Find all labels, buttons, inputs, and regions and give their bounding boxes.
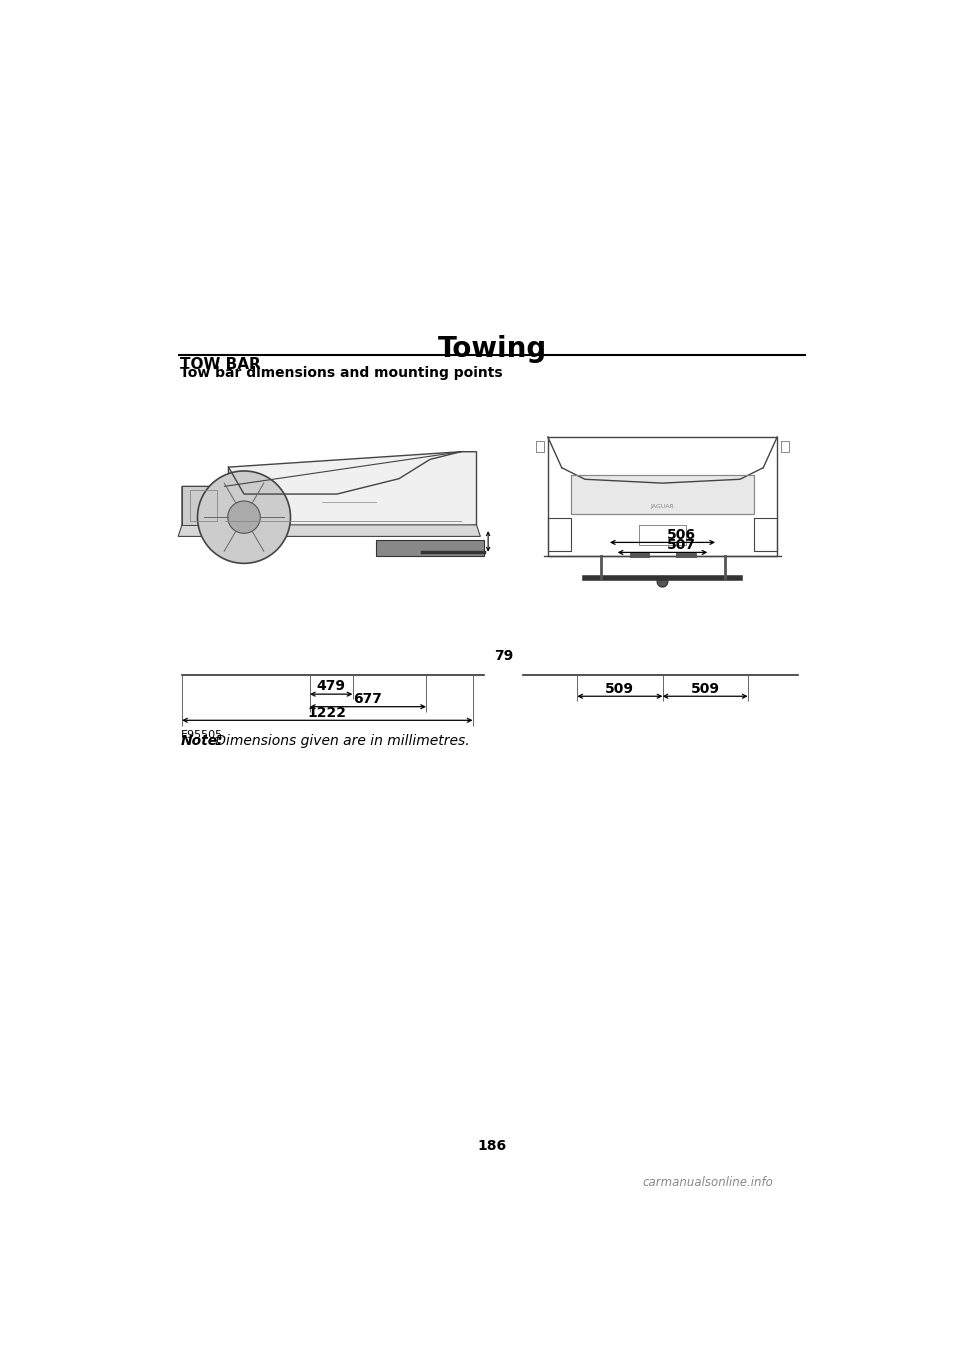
Text: E95505: E95505 xyxy=(180,731,223,740)
Text: 186: 186 xyxy=(477,1139,507,1153)
Text: Towing: Towing xyxy=(438,335,546,363)
Bar xyxy=(571,475,754,513)
Text: 509: 509 xyxy=(690,682,720,695)
Text: 509: 509 xyxy=(606,682,635,695)
Circle shape xyxy=(657,576,668,587)
Text: Note:: Note: xyxy=(180,735,223,748)
Text: Dimensions given are in millimetres.: Dimensions given are in millimetres. xyxy=(211,735,470,748)
Text: carmanualsonline.info: carmanualsonline.info xyxy=(642,1176,773,1190)
Text: 506: 506 xyxy=(666,528,695,542)
Text: 79: 79 xyxy=(494,649,514,663)
Text: Tow bar dimensions and mounting points: Tow bar dimensions and mounting points xyxy=(180,367,503,380)
Circle shape xyxy=(198,471,291,564)
Text: 1222: 1222 xyxy=(308,706,347,720)
Text: 677: 677 xyxy=(353,693,382,706)
Text: 479: 479 xyxy=(317,679,346,694)
Text: TOW BAR: TOW BAR xyxy=(180,357,261,372)
Text: 507: 507 xyxy=(666,538,695,551)
Polygon shape xyxy=(182,452,476,532)
Polygon shape xyxy=(182,486,225,524)
Circle shape xyxy=(228,501,260,534)
Text: JAGUAR: JAGUAR xyxy=(651,504,674,509)
Polygon shape xyxy=(179,524,480,536)
Polygon shape xyxy=(228,467,244,509)
Bar xyxy=(375,540,484,555)
